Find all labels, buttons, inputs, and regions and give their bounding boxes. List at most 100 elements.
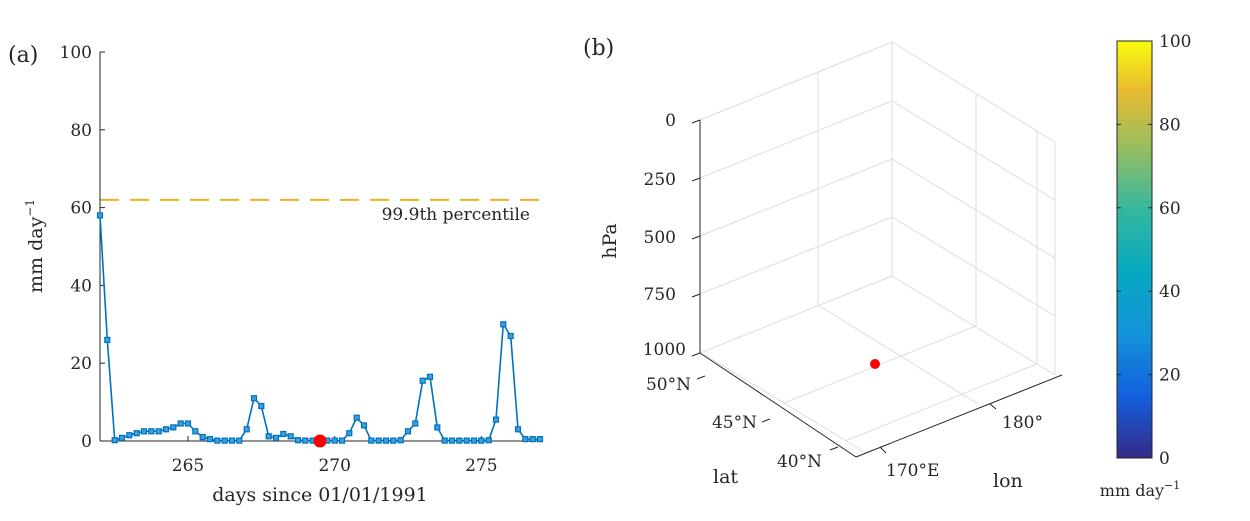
3d-axes	[691, 119, 1063, 458]
panel-b-label: (b)	[583, 36, 614, 61]
colorbar-ticks: 0 20 40 60 80 100	[1117, 32, 1191, 469]
x-axis-ticks: 265 270 275	[172, 436, 498, 476]
threshold-label: 99.9th percentile	[382, 205, 530, 225]
data-point	[375, 437, 382, 444]
data-point	[221, 437, 228, 444]
highlight-point	[313, 434, 327, 448]
data-point	[441, 437, 448, 444]
data-point	[353, 414, 360, 421]
z-axis-label: hPa	[599, 223, 621, 259]
data-point	[302, 437, 309, 444]
x-tick-label: 270	[318, 456, 350, 476]
data-point	[463, 437, 470, 444]
lat-axis-label: lat	[713, 466, 738, 488]
data-point	[470, 437, 478, 444]
3d-grid	[699, 41, 1056, 454]
colorbar-tick-label: 0	[1159, 449, 1170, 469]
x-tick-label: 275	[465, 456, 497, 476]
data-point	[419, 377, 426, 384]
scatter-point	[870, 359, 880, 369]
data-point	[243, 426, 250, 433]
data-point	[456, 437, 463, 444]
data-point	[140, 428, 148, 435]
data-point	[111, 437, 118, 444]
data-point	[170, 424, 177, 431]
x-tick-label: 265	[172, 456, 204, 476]
data-point	[162, 426, 170, 433]
data-point	[148, 428, 155, 435]
z-tick-label: 500	[644, 228, 676, 248]
data-point	[397, 437, 404, 444]
data-point	[536, 436, 544, 443]
data-point	[133, 430, 140, 437]
data-point	[192, 428, 199, 435]
data-point	[382, 437, 390, 444]
y-tick-label: 40	[70, 276, 92, 296]
data-point	[199, 434, 206, 441]
data-point	[434, 424, 441, 431]
data-point	[390, 437, 397, 444]
data-point	[155, 428, 162, 435]
colorbar: 0 20 40 60 80 100 mm day−1	[1100, 32, 1192, 500]
lon-tick-label: 180°	[1002, 413, 1043, 433]
data-point	[104, 336, 111, 343]
data-point	[507, 332, 514, 340]
data-point	[258, 402, 265, 410]
data-point	[184, 420, 192, 427]
data-point	[206, 436, 214, 443]
colorbar-gradient	[1116, 40, 1153, 459]
z-tick-label: 250	[644, 170, 676, 190]
data-point	[448, 437, 456, 444]
data-point	[492, 416, 500, 423]
colorbar-tick-label: 40	[1159, 282, 1181, 302]
data-point	[478, 437, 485, 444]
data-point	[118, 434, 126, 441]
data-point	[126, 432, 133, 439]
data-point	[287, 433, 294, 440]
y-tick-label: 80	[70, 121, 92, 141]
data-point	[426, 373, 434, 380]
y-axis-label: mm day−1	[23, 199, 47, 293]
data-point	[214, 437, 221, 444]
data-point	[404, 428, 412, 435]
panel-b-3d-scatter: (b)	[583, 36, 1063, 492]
y-axis-ticks: 0 20 40 60 80 100	[60, 43, 105, 452]
lat-tick-label: 50°N	[646, 375, 691, 395]
colorbar-tick-label: 20	[1159, 366, 1181, 386]
y-tick-label: 100	[60, 43, 92, 63]
series-markers	[96, 212, 544, 444]
data-point	[265, 433, 272, 440]
data-point	[368, 437, 375, 444]
colorbar-tick-label: 80	[1159, 115, 1181, 135]
data-point	[177, 420, 184, 427]
data-point	[228, 437, 236, 444]
colorbar-label: mm day−1	[1100, 479, 1180, 500]
data-point	[96, 212, 104, 219]
data-point	[346, 430, 353, 437]
z-tick-label: 0	[665, 111, 676, 131]
data-point	[331, 437, 338, 444]
z-tick-label: 1000	[643, 340, 686, 360]
data-point	[514, 426, 522, 433]
data-point	[412, 420, 419, 427]
data-point	[522, 436, 529, 443]
series-line	[99, 215, 540, 442]
data-point	[338, 437, 346, 444]
colorbar-tick-label: 60	[1159, 199, 1181, 219]
data-point	[360, 422, 368, 429]
data-point	[500, 321, 507, 328]
y-tick-label: 60	[70, 199, 92, 219]
lat-tick-label: 45°N	[712, 413, 757, 433]
panel-a-line-chart: (a) 99.9th percentile 0 20 40 60 80 100 265 27…	[8, 43, 544, 506]
panel-a-label: (a)	[8, 43, 38, 68]
data-point	[280, 430, 287, 438]
z-tick-label: 750	[644, 285, 676, 305]
colorbar-tick-label: 100	[1159, 32, 1191, 52]
lat-tick-label: 40°N	[777, 452, 822, 472]
y-tick-label: 0	[81, 432, 92, 452]
data-point	[272, 434, 280, 441]
data-point	[294, 437, 302, 444]
lon-tick-label: 170°E	[886, 461, 939, 481]
data-point	[236, 437, 243, 444]
